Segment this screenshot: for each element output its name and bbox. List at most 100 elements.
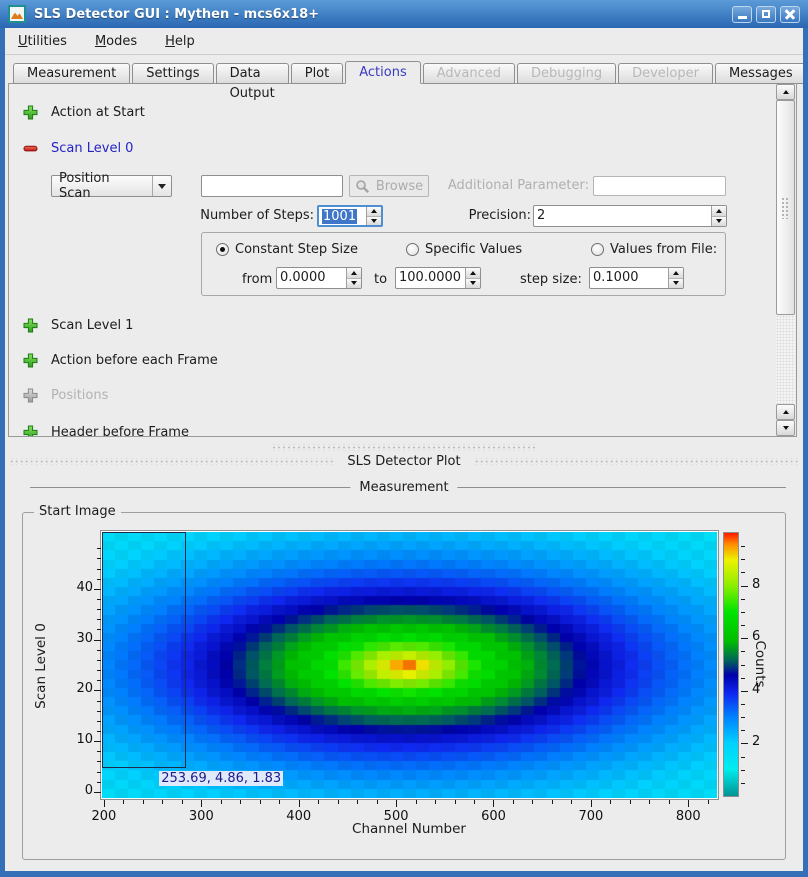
axis-tick [97, 609, 101, 610]
scroll-down-button[interactable] [776, 420, 795, 436]
axis-tick [143, 800, 144, 804]
axis-tick [741, 559, 745, 560]
spin-up-icon[interactable] [712, 206, 726, 216]
plot-dock-titlebar[interactable]: SLS Detector Plot [8, 452, 800, 470]
to-spinbox[interactable]: 100.0000 [395, 267, 481, 289]
x-tick-label: 500 [376, 809, 416, 824]
action-at-start-item[interactable]: Action at Start [23, 104, 145, 120]
vertical-scrollbar[interactable] [776, 84, 795, 436]
radio-constant-step-size[interactable]: Constant Step Size [216, 242, 358, 257]
spin-up-icon[interactable] [367, 207, 381, 216]
positions-item[interactable]: Positions [23, 387, 108, 403]
tab-data-output[interactable]: Data Output [216, 63, 289, 84]
spin-down-icon[interactable] [347, 278, 361, 289]
browse-button[interactable]: Browse [349, 175, 429, 197]
scan-level-1-item[interactable]: Scan Level 1 [23, 317, 133, 333]
spin-up-icon[interactable] [347, 268, 361, 278]
axis-tick [741, 665, 745, 666]
precision-label: Precision: [401, 208, 531, 223]
spin-up-icon[interactable] [669, 268, 683, 278]
number-of-steps-spinbox[interactable]: 1001 [317, 205, 383, 227]
axis-tick [532, 800, 533, 804]
expand-plus-icon [23, 318, 38, 333]
radio-icon [591, 243, 604, 256]
dock-grip-texture [8, 458, 335, 465]
radio-specific-values[interactable]: Specific Values [406, 242, 522, 257]
tab-messages[interactable]: Messages [715, 63, 807, 84]
scan-type-select[interactable]: Position Scan [51, 175, 172, 197]
scroll-up-button[interactable] [776, 84, 795, 100]
axis-tick [97, 751, 101, 752]
heatmap-frame [100, 530, 719, 800]
maximize-button[interactable] [756, 6, 776, 23]
axis-tick [396, 800, 397, 807]
spin-down-icon[interactable] [466, 278, 480, 289]
action-before-each-frame-item[interactable]: Action before each Frame [23, 352, 218, 368]
tab-actions[interactable]: Actions [345, 61, 421, 84]
tab-advanced[interactable]: Advanced [423, 63, 515, 84]
magnifier-icon [355, 179, 370, 194]
plot-dock-title: SLS Detector Plot [347, 454, 460, 469]
title-bar[interactable]: SLS Detector GUI : Mythen - mcs6x18+ [0, 0, 808, 28]
axis-tick [377, 800, 378, 804]
scan-script-input[interactable] [201, 175, 343, 197]
spin-down-icon[interactable] [669, 278, 683, 289]
scrollbar-thumb[interactable] [776, 100, 795, 315]
action-item-label: Header before Frame [51, 425, 189, 438]
step-size-spinbox[interactable]: 0.1000 [589, 267, 684, 289]
axis-tick [97, 721, 101, 722]
axis-tick [571, 800, 572, 804]
axis-tick [97, 660, 101, 661]
tab-measurement[interactable]: Measurement [13, 63, 130, 84]
from-label: from [242, 272, 272, 287]
precision-spinbox[interactable]: 2 [533, 205, 727, 227]
axis-tick [97, 548, 101, 549]
from-spinbox[interactable]: 0.0000 [276, 267, 362, 289]
menu-modes[interactable]: Modes [95, 34, 137, 49]
radio-label: Constant Step Size [235, 242, 358, 257]
to-label: to [374, 272, 387, 287]
heatmap-canvas[interactable] [102, 532, 717, 798]
colorbar-tick-label: 2 [752, 734, 760, 749]
axis-tick [97, 701, 101, 702]
tab-settings[interactable]: Settings [132, 63, 213, 84]
axis-tick [123, 800, 124, 804]
axis-tick [94, 589, 101, 590]
close-button[interactable] [780, 6, 800, 23]
dock-grip-texture [473, 458, 800, 465]
header-before-frame-item[interactable]: Header before Frame [23, 424, 189, 437]
axis-tick [97, 772, 101, 773]
axis-tick [260, 800, 261, 804]
axis-tick [97, 650, 101, 651]
menu-utilities[interactable]: Utilities [18, 34, 67, 49]
tab-developer[interactable]: Developer [618, 63, 713, 84]
axis-tick [104, 800, 105, 807]
scan-type-value: Position Scan [52, 171, 152, 201]
axis-tick [357, 800, 358, 804]
action-item-label: Action at Start [51, 105, 145, 120]
scroll-up-button-2[interactable] [776, 404, 795, 420]
axis-tick [279, 800, 280, 804]
splitter-handle[interactable] [272, 444, 536, 451]
expand-plus-icon [23, 353, 38, 368]
tab-plot[interactable]: Plot [291, 63, 344, 84]
app-window: SLS Detector GUI : Mythen - mcs6x18+ Uti… [0, 0, 808, 877]
axis-tick [416, 800, 417, 804]
action-item-label: Scan Level 1 [51, 318, 133, 333]
axis-tick [741, 546, 745, 547]
menu-help[interactable]: Help [165, 34, 195, 49]
spin-down-icon[interactable] [712, 216, 726, 227]
axis-tick [591, 800, 592, 807]
radio-values-from-file[interactable]: Values from File: [591, 242, 717, 257]
close-icon [785, 9, 795, 19]
plot-area: Scan Level 0 Counts Channel Number 253.6… [23, 513, 785, 859]
axis-tick [741, 770, 745, 771]
spin-down-icon[interactable] [367, 216, 381, 226]
spin-up-icon[interactable] [466, 268, 480, 278]
additional-parameter-input[interactable] [593, 176, 726, 196]
axis-tick [741, 678, 745, 679]
minimize-button[interactable] [732, 6, 752, 23]
axis-tick [649, 800, 650, 804]
scan-level-0-item[interactable]: Scan Level 0 [23, 140, 133, 156]
tab-debugging[interactable]: Debugging [517, 63, 616, 84]
